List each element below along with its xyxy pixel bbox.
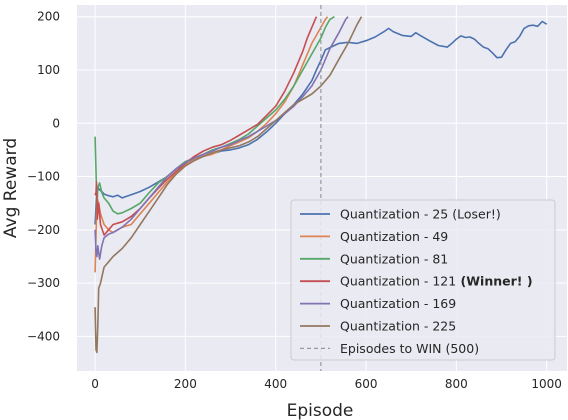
y-axis-label: Avg Reward [1,138,21,238]
x-tick-label: 800 [445,377,468,391]
y-tick-label: −300 [27,276,60,290]
y-tick-label: 0 [52,116,60,130]
y-tick-label: 100 [37,63,60,77]
x-tick-label: 0 [91,377,99,391]
y-tick-label: −100 [27,170,60,184]
series-line-1 [94,20,548,225]
y-tick-labels: −400 −300 −200 −100 0 100 200 [27,10,60,344]
legend-label-1: Quantization - 25 (Loser!) [340,207,501,222]
x-axis-label: Episode [287,401,354,420]
legend-label-3: Quantization - 81 [340,251,448,266]
x-tick-labels: 0 200 400 600 800 1000 [91,377,562,391]
legend-label-2: Quantization - 49 [340,229,448,244]
y-tick-label: −200 [27,223,60,237]
x-tick-label: 200 [174,377,197,391]
legend-box [290,199,556,361]
x-tick-label: 1000 [531,377,562,391]
legend-label-4: Quantization - 121 (Winner! ) [340,274,533,289]
x-tick-label: 400 [264,377,287,391]
series-line-5 [94,16,349,260]
legend-label-bold: (Winner! ) [456,274,532,289]
y-tick-label: −400 [27,329,60,343]
series-line-6 [94,16,363,354]
x-tick-label: 600 [355,377,378,391]
legend-label-6: Quantization - 225 [340,319,456,334]
legend-label-5: Quantization - 169 [340,296,456,311]
y-tick-label: 200 [37,10,60,24]
series-group [94,5,548,371]
legend: Quantization - 25 (Loser!) Quantization -… [290,199,556,361]
legend-label-7: Episodes to WIN (500) [340,341,479,356]
grid [77,5,567,371]
